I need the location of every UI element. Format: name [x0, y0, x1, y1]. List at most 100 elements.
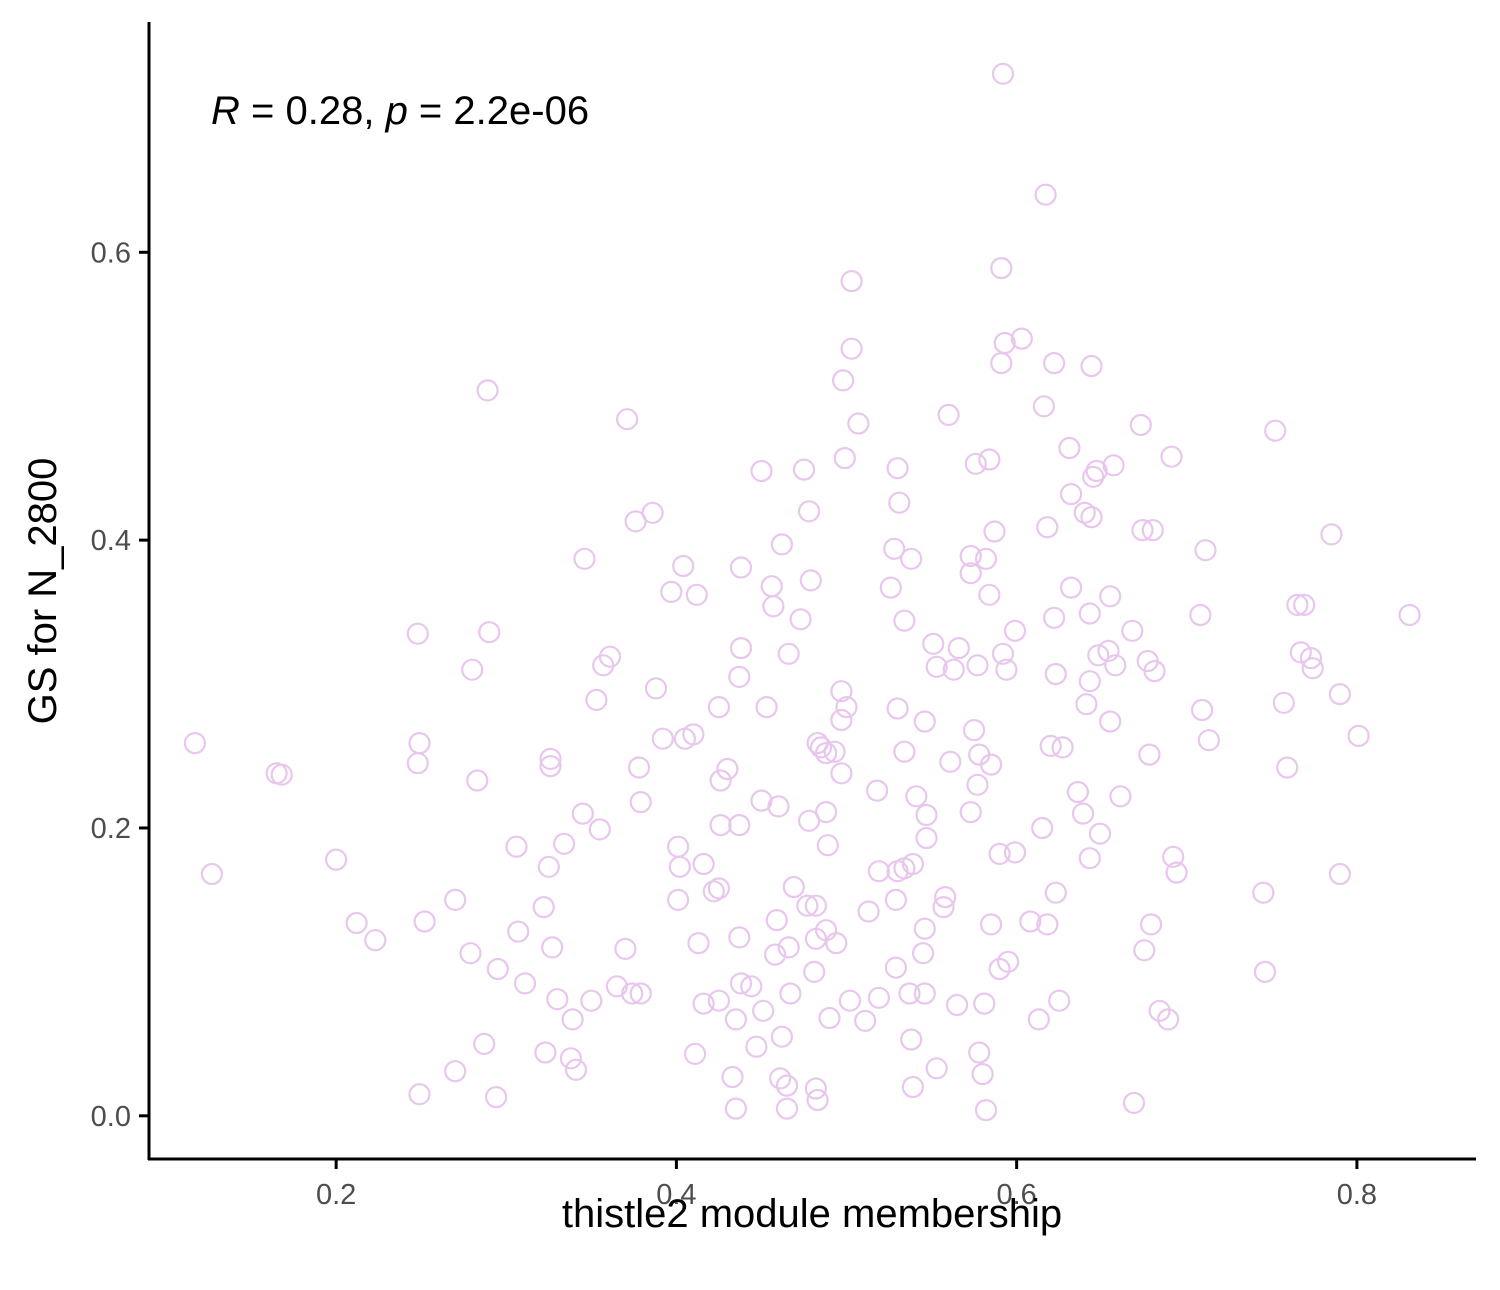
data-point	[777, 642, 800, 665]
data-point	[702, 880, 725, 903]
data-point	[996, 950, 1020, 973]
data-point	[760, 575, 783, 598]
data-point	[673, 727, 697, 750]
data-point	[707, 989, 731, 1012]
data-point	[915, 826, 938, 850]
data-point	[627, 756, 651, 779]
data-point	[854, 1009, 877, 1032]
data-point	[884, 956, 908, 979]
data-point	[809, 736, 833, 759]
data-point	[1078, 670, 1101, 693]
data-point	[806, 1088, 829, 1112]
data-point	[1042, 606, 1066, 629]
data-point	[629, 982, 652, 1005]
data-point	[571, 802, 594, 825]
data-point	[1080, 354, 1103, 378]
data-point	[707, 877, 731, 900]
data-point	[1044, 881, 1067, 904]
data-point	[973, 992, 996, 1015]
data-point	[770, 533, 794, 556]
data-point	[797, 809, 821, 832]
data-point	[879, 576, 902, 599]
data-point	[1003, 841, 1027, 864]
data-point	[782, 875, 805, 899]
data-point	[1003, 619, 1027, 642]
data-point	[979, 753, 1003, 776]
data-point	[796, 894, 819, 917]
data-point	[1264, 419, 1287, 442]
data-point	[1059, 483, 1083, 506]
data-point	[968, 1041, 991, 1064]
data-point	[668, 855, 691, 878]
data-point	[978, 448, 1001, 471]
data-point	[1253, 960, 1277, 984]
data-point	[959, 800, 982, 824]
data-point	[485, 1085, 508, 1109]
data-point	[823, 740, 846, 763]
data-point	[1036, 913, 1059, 936]
data-point	[709, 769, 732, 792]
data-point	[1109, 785, 1132, 808]
data-point	[830, 762, 853, 785]
data-point	[1276, 756, 1299, 779]
data-point	[724, 1008, 748, 1031]
data-point	[847, 412, 870, 435]
data-point	[1088, 822, 1112, 845]
data-point	[947, 636, 970, 660]
data-point	[1328, 862, 1352, 886]
data-point	[840, 337, 863, 360]
data-point	[687, 931, 710, 955]
data-point	[1059, 576, 1083, 599]
data-point	[825, 931, 848, 955]
data-point	[486, 957, 509, 981]
data-point	[692, 852, 715, 876]
data-point	[592, 654, 615, 677]
data-point	[532, 895, 555, 919]
data-point	[1162, 845, 1185, 868]
data-point	[459, 942, 482, 965]
data-point	[345, 911, 368, 935]
data-point	[505, 835, 528, 858]
data-point	[830, 680, 853, 703]
data-point	[789, 608, 812, 631]
data-point	[1141, 518, 1164, 542]
data-point	[724, 1097, 748, 1120]
data-point	[983, 520, 1006, 543]
data-point	[615, 408, 639, 431]
data-point	[1398, 603, 1421, 627]
data-point	[925, 655, 948, 678]
data-point	[814, 741, 838, 765]
data-point	[1039, 734, 1062, 758]
data-point	[762, 595, 785, 618]
data-point	[974, 1098, 998, 1122]
data-point	[893, 740, 916, 763]
data-point	[886, 697, 909, 720]
r-symbol: R	[211, 89, 240, 133]
data-point	[466, 769, 489, 792]
data-point	[988, 957, 1011, 981]
data-point	[585, 688, 608, 712]
data-point	[559, 1047, 583, 1070]
data-point	[867, 986, 891, 1009]
data-point	[473, 1032, 496, 1056]
x-axis-title: thistle2 module membership	[562, 1192, 1062, 1236]
data-point	[1252, 881, 1275, 904]
data-point	[588, 818, 611, 841]
data-point	[804, 1077, 828, 1100]
data-point	[911, 942, 935, 965]
data-point	[364, 929, 387, 952]
data-point	[1031, 816, 1054, 840]
data-point	[1143, 659, 1166, 683]
data-point	[552, 832, 576, 855]
data-point	[685, 583, 708, 606]
data-point	[767, 795, 790, 818]
data-point	[799, 569, 822, 592]
data-point	[1099, 585, 1122, 608]
data-point	[898, 982, 921, 1005]
data-point	[1044, 662, 1067, 686]
data-point	[1036, 516, 1059, 539]
data-point	[803, 960, 826, 984]
data-point	[818, 1006, 841, 1030]
data-point	[893, 609, 916, 632]
data-point	[971, 1062, 994, 1086]
